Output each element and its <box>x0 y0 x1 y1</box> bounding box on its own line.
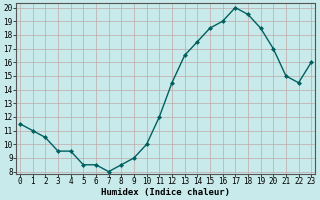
X-axis label: Humidex (Indice chaleur): Humidex (Indice chaleur) <box>101 188 230 197</box>
